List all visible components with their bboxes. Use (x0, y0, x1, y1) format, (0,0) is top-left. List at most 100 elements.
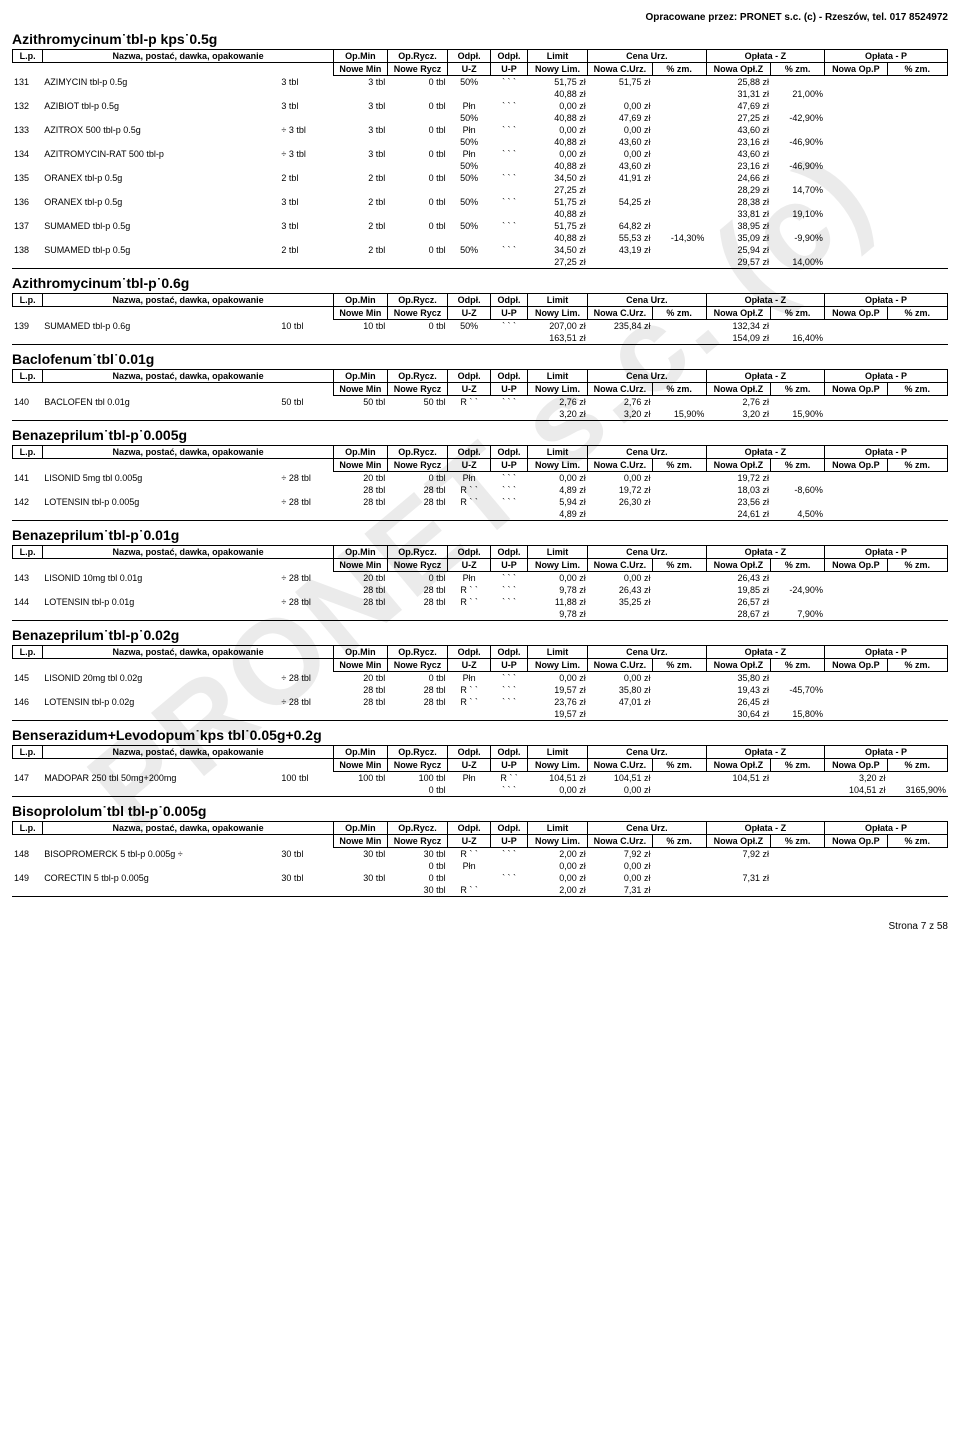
cell-opp (825, 172, 888, 184)
data-row-sub: 40,88 zł 55,53 zł -14,30% 35,09 zł -9,90… (12, 232, 948, 244)
cell-cenaurz: 54,25 zł (588, 196, 653, 208)
cell-nowerycz: 28 tbl (387, 484, 447, 496)
cell-pack: ÷ 28 tbl (279, 672, 333, 684)
cell-nowylim: 40,88 zł (527, 160, 587, 172)
cell-oprycz: 0 tbl (387, 572, 447, 584)
col-oprycz: Op.Rycz. (387, 370, 447, 383)
cell-nowerycz: 28 tbl (387, 684, 447, 696)
cell-nowemin (333, 408, 387, 421)
col-up: U-P (491, 459, 528, 472)
cell-pzm2 (771, 76, 825, 88)
col-nowemin: Nowe Min (333, 835, 387, 848)
cell-nowylim: 3,20 zł (527, 408, 587, 421)
cell-nowaoplz: 19,43 zł (706, 684, 771, 696)
cell-name: BISOPROMERCK 5 tbl-p 0.005g ÷ (42, 848, 279, 860)
cell-uz: 50% (448, 220, 491, 232)
cell-up: R ` ` (491, 772, 528, 784)
cell-opmin: 50 tbl (333, 396, 387, 408)
cell-oplz: 132,34 zł (706, 320, 771, 332)
cell-pzm3 (887, 196, 948, 208)
cell-uz (448, 872, 491, 884)
cell-nowaopp (825, 332, 888, 345)
cell-opmin: 30 tbl (333, 872, 387, 884)
cell-pack: ÷ 28 tbl (279, 472, 333, 484)
cell-nowacurz: 43,60 zł (588, 160, 653, 172)
cell-opmin: 28 tbl (333, 596, 387, 608)
cell-uz: Płn (448, 124, 491, 136)
cell-nowerycz: 30 tbl (387, 884, 447, 897)
data-row: 149 CORECTIN 5 tbl-p 0.005g 30 tbl 30 tb… (12, 872, 948, 884)
col-pzm3: % zm. (887, 63, 947, 76)
cell-nowaopp (825, 608, 888, 621)
section-title: Azithromycinum˙tbl-p kps˙0.5g (12, 31, 948, 47)
cell-nowemin: 28 tbl (333, 484, 387, 496)
cell-opp (825, 596, 888, 608)
col-odpl1: Odpł. (448, 546, 491, 559)
cell-uz2: 50% (448, 112, 491, 124)
col-nowylim: Nowy Lim. (527, 307, 587, 320)
cell-pack: 3 tbl (279, 220, 333, 232)
cell-opmin: 28 tbl (333, 696, 387, 708)
col-odpl1: Odpł. (448, 822, 491, 835)
col-lp: L.p. (13, 546, 43, 559)
cell-opmin: 2 tbl (333, 220, 387, 232)
cell-pzm2b: -24,90% (771, 584, 825, 596)
cell-up2 (491, 508, 528, 521)
col-oplz: Opłata - Z (706, 746, 824, 759)
cell-pzm3 (887, 244, 948, 256)
cell-pzm3b (887, 184, 948, 196)
cell-pzm2 (771, 848, 825, 860)
col-pzm2: % zm. (771, 383, 825, 396)
cell-cenaurz: 0,00 zł (588, 872, 653, 884)
cell-nowylim: 2,00 zł (527, 884, 587, 897)
col-name: Nazwa, postać, dawka, opakowanie (43, 546, 334, 559)
cell-nowacurz: 7,31 zł (588, 884, 653, 897)
cell-nowerycz (387, 256, 447, 269)
cell-up2 (491, 884, 528, 897)
cell-nowemin (333, 860, 387, 872)
cell-pack: ÷ 28 tbl (279, 572, 333, 584)
col-odpl2: Odpł. (491, 646, 528, 659)
cell-nowaopp (825, 884, 888, 897)
cell-name: AZIBIOT tbl-p 0.5g (42, 100, 279, 112)
col-oprycz: Op.Rycz. (387, 822, 447, 835)
col-limit: Limit (527, 546, 587, 559)
data-row: 135 ORANEX tbl-p 0.5g 2 tbl 2 tbl 0 tbl … (12, 172, 948, 184)
cell-nowerycz (387, 112, 447, 124)
cell-up: ` ` ` (491, 220, 528, 232)
cell-oplz: 24,66 zł (706, 172, 771, 184)
col-name: Nazwa, postać, dawka, opakowanie (43, 822, 334, 835)
cell-nowylim: 40,88 zł (527, 88, 587, 100)
cell-pzm1b (652, 584, 706, 596)
data-table: 141 LISONID 5mg tbl 0.005g ÷ 28 tbl 20 t… (12, 472, 948, 521)
cell-opp (825, 76, 888, 88)
col-opp: Opłata - P (825, 546, 948, 559)
col-oplz: Opłata - Z (706, 546, 824, 559)
col-opmin: Op.Min (333, 294, 387, 307)
cell-nowacurz (588, 332, 653, 345)
data-row-sub: 50% 40,88 zł 47,69 zł 27,25 zł -42,90% (12, 112, 948, 124)
cell-pzm3b (887, 112, 948, 124)
cell-lp: 149 (12, 872, 42, 884)
col-nowaopp: Nowa Op.P (825, 659, 887, 672)
col-oplz: Opłata - Z (706, 294, 824, 307)
cell-up: ` ` ` (491, 172, 528, 184)
cell-lp: 137 (12, 220, 42, 232)
section-title: Baclofenum˙tbl˙0.01g (12, 351, 948, 367)
cell-nowaoplz: 28,67 zł (706, 608, 771, 621)
cell-uz: 50% (448, 196, 491, 208)
cell-nowacurz (588, 256, 653, 269)
cell-nowaopp (825, 708, 888, 721)
cell-nowemin: 28 tbl (333, 584, 387, 596)
cell-nowaoplz (706, 860, 771, 872)
cell-pzm3 (887, 496, 948, 508)
col-opp: Opłata - P (825, 746, 948, 759)
cell-lp: 148 (12, 848, 42, 860)
cell-uz: Płn (448, 772, 491, 784)
cell-pzm2 (771, 872, 825, 884)
col-up: U-P (491, 307, 528, 320)
cell-up: ` ` ` (491, 196, 528, 208)
col-pzm1: % zm. (652, 383, 706, 396)
col-nowaoplz: Nowa Opł.Z (706, 659, 771, 672)
col-odpl2: Odpł. (491, 50, 528, 63)
